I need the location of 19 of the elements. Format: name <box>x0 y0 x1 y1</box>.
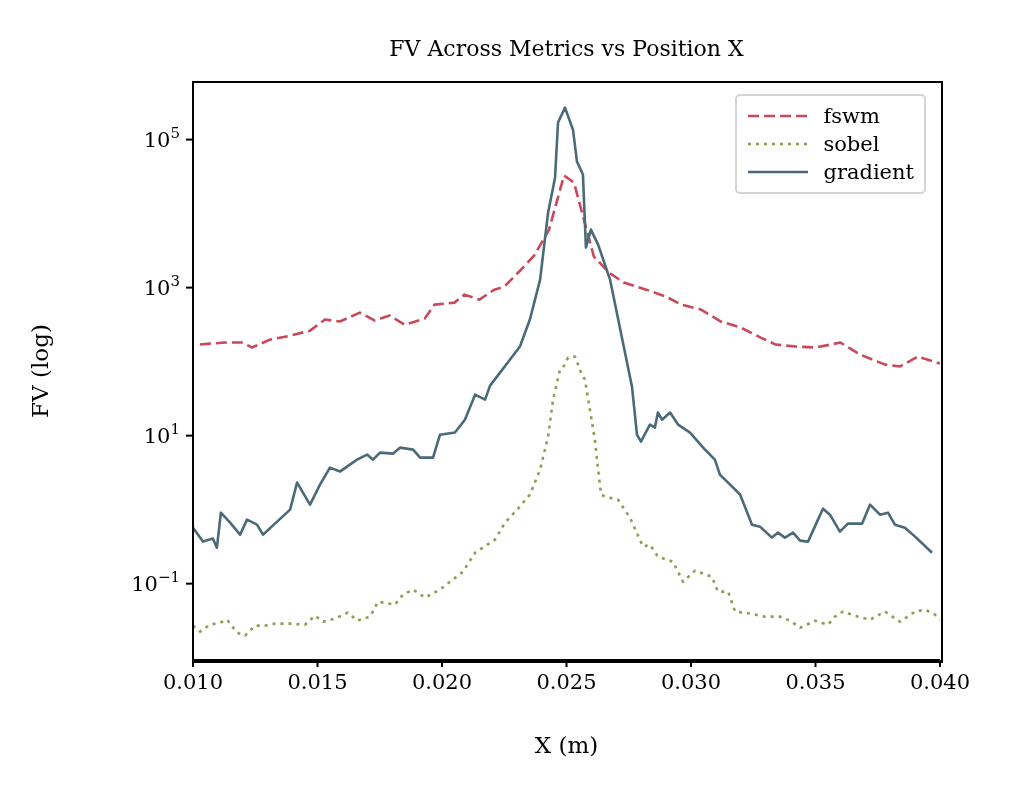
line-series <box>193 355 940 638</box>
chart-title: FV Across Metrics vs Position X <box>388 36 745 61</box>
legend-label: fswm <box>823 104 880 128</box>
x-tick-label: 0.040 <box>909 670 971 694</box>
x-tick-label: 0.015 <box>287 670 348 694</box>
x-axis-title: X (m) <box>533 732 600 758</box>
line-series <box>193 106 934 554</box>
legend-label: sobel <box>823 132 880 156</box>
x-tick-label: 0.030 <box>660 670 722 694</box>
x-tick-label: 0.020 <box>411 670 473 694</box>
y-axis-title: FV (log) <box>27 324 54 418</box>
y-tick-label: 10$^{−1}$ <box>131 567 180 596</box>
y-tick-label: 10$^{5}$ <box>143 123 180 152</box>
x-tick-label: 0.035 <box>785 670 846 694</box>
legend-label: gradient <box>823 160 914 184</box>
y-tick-label: 10$^{1}$ <box>143 419 180 448</box>
y-tick-label: 10$^{3}$ <box>143 271 180 300</box>
x-tick-label: 0.010 <box>162 670 224 694</box>
x-tick-label: 0.025 <box>536 670 597 694</box>
